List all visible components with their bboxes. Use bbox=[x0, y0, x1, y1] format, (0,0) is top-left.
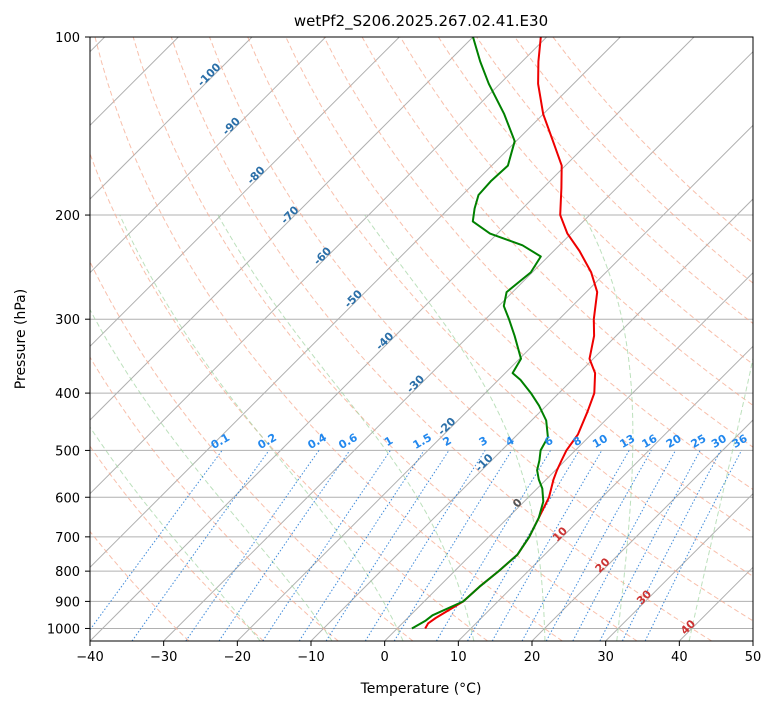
dry-adiabat bbox=[247, 37, 753, 577]
dry-adiabat bbox=[90, 260, 414, 641]
plot-area bbox=[90, 37, 753, 641]
mixing-ratio-line bbox=[90, 450, 223, 631]
mixing-ratio-line bbox=[325, 450, 450, 641]
moist-adiabat bbox=[364, 214, 546, 641]
dry-adiabat bbox=[437, 37, 753, 365]
moist-adiabat bbox=[90, 308, 333, 641]
isotherm-line bbox=[384, 271, 753, 641]
x-tick-label: −40 bbox=[76, 650, 103, 665]
x-tick-label: −20 bbox=[224, 650, 251, 665]
mixing-ratio-line bbox=[621, 450, 722, 641]
y-tick-label: 1000 bbox=[47, 622, 80, 637]
dry-adiabat bbox=[209, 37, 753, 622]
dewpoint-profile bbox=[411, 37, 549, 630]
mixing-ratio-line bbox=[364, 450, 486, 641]
mixing-ratio-line bbox=[185, 450, 320, 641]
dry-adiabat bbox=[90, 530, 190, 641]
plot-frame bbox=[89, 36, 754, 642]
dry-adiabat bbox=[94, 37, 563, 641]
isotherm-line bbox=[90, 37, 327, 274]
chart-title: wetPf2_S206.2025.267.02.41.E30 bbox=[294, 12, 548, 31]
x-axis-label: Temperature (°C) bbox=[360, 681, 482, 697]
y-tick-label: 100 bbox=[55, 31, 80, 46]
isotherm-line bbox=[457, 345, 753, 641]
dry-adiabat bbox=[323, 37, 753, 491]
y-tick-label: 800 bbox=[55, 565, 80, 580]
isotherm-line bbox=[163, 50, 753, 641]
x-tick-label: 30 bbox=[597, 650, 614, 665]
y-axis-label: Pressure (hPa) bbox=[13, 289, 29, 389]
y-tick-label: 600 bbox=[55, 491, 80, 506]
x-tick-label: 0 bbox=[381, 650, 389, 665]
dry-adiabat bbox=[90, 152, 488, 641]
mixing-ratio-line bbox=[218, 450, 351, 641]
mixing-ratio-line bbox=[521, 450, 630, 641]
isotherm-line bbox=[90, 37, 400, 348]
x-tick-label: 40 bbox=[671, 650, 688, 665]
mixing-ratio-line bbox=[435, 450, 552, 641]
isotherm-line bbox=[90, 37, 548, 495]
mixing-ratio-line bbox=[262, 450, 391, 641]
y-tick-label: 200 bbox=[55, 209, 80, 224]
x-tick-label: −10 bbox=[297, 650, 324, 665]
background-lines bbox=[90, 37, 753, 641]
mixing-ratio-line bbox=[393, 450, 513, 641]
dry-adiabat bbox=[90, 445, 264, 641]
dry-adiabat bbox=[170, 37, 712, 641]
y-tick-label: 400 bbox=[55, 387, 80, 402]
x-tick-label: 50 bbox=[745, 650, 762, 665]
x-tick-label: 10 bbox=[450, 650, 467, 665]
x-tick-label: 20 bbox=[524, 650, 541, 665]
dry-adiabat bbox=[132, 37, 638, 641]
sounding-profiles bbox=[411, 37, 599, 630]
mixing-ratio-line bbox=[572, 450, 676, 641]
isotherm-line bbox=[605, 492, 753, 641]
mixing-ratio-line bbox=[545, 450, 652, 641]
isotherm-line bbox=[90, 37, 695, 641]
y-tick-label: 700 bbox=[55, 531, 80, 546]
moist-adiabat bbox=[119, 214, 404, 641]
mixing-ratio-line bbox=[131, 450, 270, 641]
y-tick-label: 500 bbox=[55, 444, 80, 459]
isotherm-line bbox=[90, 37, 621, 569]
moist-adiabat bbox=[90, 426, 261, 641]
moist-adiabat bbox=[583, 214, 634, 641]
isotherm-line bbox=[236, 124, 753, 641]
dry-adiabat bbox=[90, 356, 339, 641]
y-tick-label: 300 bbox=[55, 313, 80, 328]
isotherm-line bbox=[90, 37, 253, 200]
mixing-ratio-line bbox=[599, 450, 701, 641]
isotherm-line bbox=[531, 419, 753, 641]
moist-adiabat bbox=[688, 355, 753, 641]
dry-adiabat bbox=[399, 37, 753, 407]
isotherm-line bbox=[90, 37, 474, 421]
mixing-ratio-line bbox=[298, 450, 425, 641]
y-tick-label: 900 bbox=[55, 595, 80, 610]
mixing-ratio-line bbox=[644, 450, 742, 641]
x-tick-label: −30 bbox=[150, 650, 177, 665]
dry-adiabat bbox=[514, 37, 753, 284]
axes: −40 −30 −20 −10 0 10 20 30 40 50 100 200 300 400 500 60… bbox=[47, 31, 761, 665]
